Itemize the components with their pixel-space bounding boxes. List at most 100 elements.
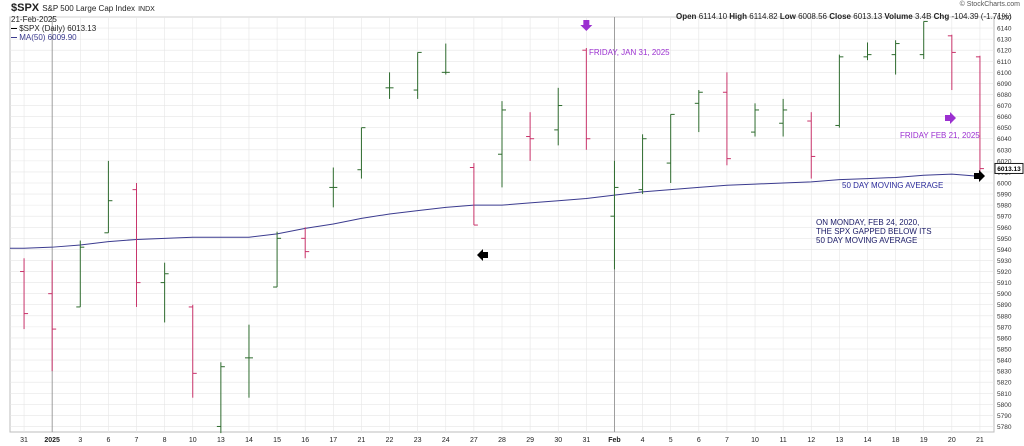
legend-ma: MA(50) 6009.90	[11, 33, 77, 42]
x-tick-label: 2025	[44, 437, 60, 444]
legend-price-text: $SPX (Daily) 6013.13	[19, 24, 97, 33]
x-tick-label: 18	[892, 437, 900, 444]
arrow-left-icon	[477, 249, 488, 261]
y-tick-label: 6030	[997, 147, 1012, 154]
ohlc-bar	[919, 20, 928, 60]
ohlc-bar	[469, 163, 478, 226]
moving-average-layer	[10, 173, 980, 249]
y-tick-label: 6110	[997, 59, 1011, 66]
open-value: 6114.10	[698, 12, 728, 21]
high-label: High	[729, 12, 748, 21]
y-tick-label: 5930	[997, 258, 1012, 265]
volume-label: Volume	[884, 12, 913, 21]
ohlc-bar	[441, 43, 450, 75]
x-tick-label: 8	[163, 437, 167, 444]
gap-note-line-3: 50 DAY MOVING AVERAGE	[816, 236, 918, 245]
y-tick-label: 5920	[997, 269, 1012, 276]
legend-ma-swatch	[11, 37, 17, 39]
y-tick-label: 5950	[997, 236, 1012, 243]
y-tick-label: 6120	[997, 48, 1012, 55]
ohlc-bar	[751, 103, 760, 137]
x-tick-label: 23	[414, 437, 422, 444]
legend-ma-text: MA(50) 6009.90	[19, 33, 77, 42]
x-tick-label: 7	[135, 437, 139, 444]
low-value: 6008.56	[798, 12, 827, 21]
ohlc-bar	[779, 98, 788, 137]
legend-price: $SPX (Daily) 6013.13	[11, 24, 96, 33]
x-tick-label: 21	[976, 437, 984, 444]
y-tick-label: 6080	[997, 92, 1012, 99]
y-tick-label: 6070	[997, 103, 1012, 110]
chart-title: $SPX S&P 500 Large Cap Index INDX	[11, 2, 155, 14]
ohlc-bar	[638, 134, 647, 195]
y-tick-label: 6000	[997, 181, 1012, 188]
x-tick-label: 10	[751, 437, 759, 444]
ohlc-bar	[76, 240, 85, 308]
x-tick-label: Feb	[608, 437, 620, 444]
y-tick-label: 6130	[997, 37, 1012, 44]
y-tick-label: 5820	[997, 380, 1012, 387]
y-tick-label: 5900	[997, 291, 1012, 298]
y-tick-label: 5990	[997, 192, 1012, 199]
ohlc-bar	[694, 90, 703, 133]
y-tick-label: 5880	[997, 313, 1012, 320]
x-tick-label: 31	[20, 437, 28, 444]
x-tick-label: 15	[273, 437, 281, 444]
ohlc-bar	[329, 167, 338, 208]
arrow-down-icon	[580, 20, 593, 31]
annotation-arrows	[477, 20, 985, 261]
chg-value: -104.39 (-1.71%)	[951, 12, 1012, 21]
x-tick-label: 7	[725, 437, 729, 444]
arrow-right-icon	[974, 170, 985, 182]
y-tick-label: 5780	[997, 424, 1012, 431]
y-tick-label: 6100	[997, 70, 1012, 77]
y-tick-label: 6090	[997, 81, 1012, 88]
volume-value: 3.4B	[914, 12, 932, 21]
x-tick-label: 3	[78, 437, 82, 444]
ohlc-bar	[807, 112, 816, 179]
ohlc-bar	[301, 227, 310, 259]
ohlc-bar	[188, 304, 197, 398]
y-axis: 5780 5790 5800 5810 5820 5830 5840 5850 5860 5870…	[994, 15, 1024, 431]
y-tick-label: 5790	[997, 413, 1012, 420]
ohlc-bar	[610, 160, 619, 270]
y-tick-label: 5980	[997, 203, 1012, 210]
x-tick-label: 14	[864, 437, 872, 444]
close-value: 6013.13	[853, 12, 883, 21]
x-tick-label: 31	[582, 437, 590, 444]
y-tick-label: 5860	[997, 335, 1012, 342]
y-tick-label: 5940	[997, 247, 1012, 254]
x-tick-label: 12	[807, 437, 815, 444]
y-tick-label: 5830	[997, 369, 1012, 376]
exchange: INDX	[138, 6, 155, 13]
last-price-box	[994, 162, 1024, 174]
y-tick-label: 6140	[997, 26, 1012, 33]
ohlc-bar	[385, 72, 394, 99]
ohlc-bar	[526, 112, 535, 161]
y-tick-label: 5970	[997, 214, 1012, 221]
x-tick-label: 24	[442, 437, 450, 444]
ohlc-bar	[582, 47, 591, 150]
annotation-gap-note: ON MONDAY, FEB 24, 2020, THE SPX GAPPED …	[816, 218, 932, 245]
ohlc-bar	[244, 324, 253, 398]
legend-price-swatch	[11, 28, 17, 30]
ohlc-bar	[975, 55, 984, 174]
x-tick-label: 13	[835, 437, 843, 444]
ohlc-bar	[498, 101, 506, 188]
x-tick-label: 19	[920, 437, 928, 444]
ohlc-bar	[132, 183, 141, 307]
y-tick-label: 6020	[997, 158, 1012, 165]
y-tick-label: 5850	[997, 347, 1012, 354]
ohlc-bar	[891, 40, 900, 75]
arrow-right-icon	[945, 112, 956, 124]
x-tick-label: 5	[669, 437, 673, 444]
x-tick-label: 14	[245, 437, 253, 444]
last-price-label: 6013.13	[997, 166, 1021, 173]
ohlc-bar	[357, 127, 366, 179]
ohlc-bar	[413, 51, 422, 99]
ohlc-bar	[48, 260, 57, 372]
ohlc-bars	[20, 20, 984, 434]
y-tick-label: 5960	[997, 225, 1012, 232]
annotation-feb21: FRIDAY FEB 21, 2025	[900, 131, 980, 140]
y-tick-label: 5870	[997, 324, 1012, 331]
